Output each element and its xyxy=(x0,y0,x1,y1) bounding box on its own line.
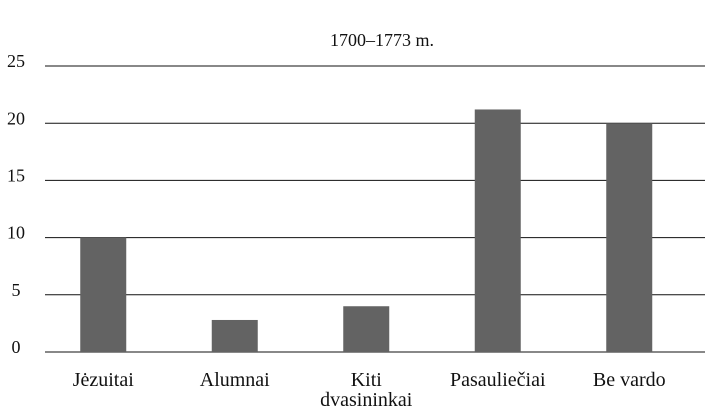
chart-title: 1700–1773 m. xyxy=(330,30,434,50)
bar xyxy=(211,319,258,352)
x-tick-label: Pasauliečiai xyxy=(449,369,546,391)
bar xyxy=(343,306,390,352)
y-tick-label: 10 xyxy=(7,223,25,243)
y-tick-label: 5 xyxy=(12,280,21,300)
y-tick-label: 15 xyxy=(7,166,25,186)
x-tick-label: Kiti dvasininkai xyxy=(320,369,413,411)
bar xyxy=(606,123,653,352)
x-tick-label: Be vardo xyxy=(592,369,666,391)
bar xyxy=(474,109,521,352)
y-tick-label: 25 xyxy=(7,51,25,71)
bar xyxy=(80,237,127,352)
x-tick-label: Jėzuitai xyxy=(72,369,134,391)
y-tick-label: 20 xyxy=(7,108,25,128)
y-tick-label: 0 xyxy=(12,337,21,357)
x-tick-label: Alumnai xyxy=(199,369,270,391)
